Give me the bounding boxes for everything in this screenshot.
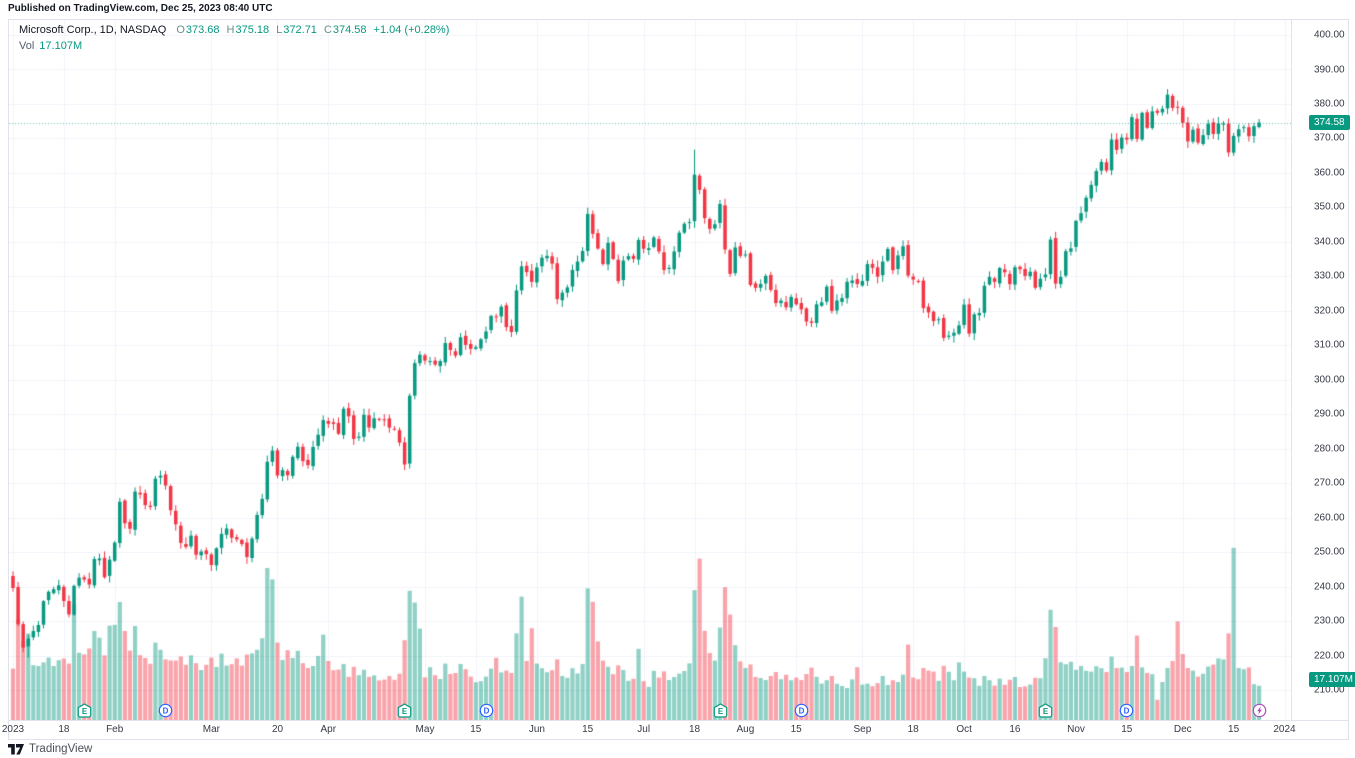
- svg-text:E: E: [82, 707, 88, 716]
- earnings-marker-icon[interactable]: E: [77, 703, 92, 718]
- price-axis-label: 250.00: [1314, 546, 1345, 558]
- price-axis-label: 400.00: [1314, 29, 1345, 41]
- earnings-marker-icon[interactable]: E: [397, 703, 412, 718]
- symbol-title: Microsoft Corp., 1D, NASDAQ: [19, 24, 167, 36]
- price-axis-label: 270.00: [1314, 477, 1345, 489]
- tradingview-brand[interactable]: TradingView: [8, 743, 92, 755]
- change-value: +1.04 (+0.28%): [373, 24, 450, 36]
- price-axis-label: 260.00: [1314, 512, 1345, 524]
- price-axis-label: 290.00: [1314, 408, 1345, 420]
- published-line: Published on TradingView.com, Dec 25, 20…: [8, 3, 273, 14]
- dividend-marker-icon[interactable]: D: [479, 703, 494, 718]
- price-axis-label: 240.00: [1314, 581, 1345, 593]
- ohlc-high: H375.18: [226, 24, 270, 36]
- volume-value: 17.107M: [39, 40, 83, 52]
- svg-text:D: D: [1124, 707, 1130, 716]
- time-axis-label: Apr: [320, 724, 337, 735]
- time-axis-label: 15: [1121, 724, 1133, 735]
- price-axis-label: 310.00: [1314, 339, 1345, 351]
- ohlc-low: L372.71: [276, 24, 317, 36]
- price-axis[interactable]: 374.58 17.107M 400.00 390.00 380.00 370.00 3…: [1291, 20, 1355, 720]
- price-axis-label: 220.00: [1314, 650, 1345, 661]
- price-axis-label: 380.00: [1314, 98, 1345, 110]
- chart-header: Microsoft Corp., 1D, NASDAQ O373.68 H375.1…: [19, 24, 449, 52]
- brand-name: TradingView: [29, 743, 93, 755]
- time-axis-label: 15: [470, 724, 482, 735]
- price-axis-label: 340.00: [1314, 236, 1345, 248]
- plot-area: E D E D E D E D Microsoft Corp., 1D, NASDAQ O373…: [9, 20, 1291, 720]
- svg-text:D: D: [798, 707, 804, 716]
- time-axis-label: Mar: [202, 724, 221, 735]
- svg-text:E: E: [402, 707, 408, 716]
- ohlc-close: C374.58: [323, 24, 367, 36]
- time-axis-label: Sep: [853, 724, 872, 735]
- price-axis-label: 330.00: [1314, 270, 1345, 282]
- price-chart-canvas[interactable]: [9, 20, 1291, 720]
- time-axis[interactable]: 2023 18 Feb Mar 20 Apr May 15 Jun 15 Jul 18 Aug 15 Sep…: [2, 720, 1348, 739]
- time-axis-label: Jun: [528, 724, 545, 735]
- time-axis-label: 16: [1009, 724, 1021, 735]
- price-axis-label: 280.00: [1314, 443, 1345, 455]
- time-axis-label: Nov: [1067, 724, 1085, 735]
- chart-widget: E D E D E D E D Microsoft Corp., 1D, NASDAQ O373…: [2, 19, 1355, 740]
- time-axis-label: 20: [271, 724, 284, 735]
- earnings-marker-icon[interactable]: E: [1038, 703, 1053, 718]
- price-axis-label: 390.00: [1314, 64, 1345, 75]
- time-axis-label: 15: [790, 724, 802, 735]
- earnings-marker-icon[interactable]: E: [713, 703, 728, 718]
- svg-text:E: E: [1043, 707, 1049, 716]
- time-axis-label: 18: [58, 724, 70, 735]
- price-axis-label: 300.00: [1314, 374, 1345, 386]
- time-axis-label: Feb: [106, 724, 124, 735]
- dividend-marker-icon[interactable]: D: [794, 703, 809, 718]
- time-axis-label: 18: [688, 724, 701, 735]
- price-axis-label: 320.00: [1314, 305, 1345, 317]
- time-axis-label: Jul: [637, 724, 651, 735]
- volume-label: Vol: [19, 40, 35, 52]
- price-axis-label: 230.00: [1314, 615, 1345, 627]
- last-volume-badge: 17.107M: [1309, 672, 1355, 688]
- time-axis-label: May: [415, 724, 435, 735]
- ohlc-open: O373.68: [176, 24, 220, 36]
- svg-text:E: E: [717, 707, 723, 716]
- time-axis-label: 2024: [1273, 724, 1296, 735]
- time-axis-label: 18: [907, 724, 919, 735]
- time-axis-label: 15: [582, 724, 594, 735]
- price-axis-label: 350.00: [1314, 201, 1345, 213]
- time-axis-label: 2023: [1, 724, 25, 735]
- time-axis-label: Oct: [956, 724, 972, 735]
- time-axis-label: 15: [1228, 724, 1240, 735]
- dividend-marker-icon[interactable]: D: [1119, 703, 1134, 718]
- flash-marker-icon[interactable]: [1252, 703, 1267, 718]
- price-axis-label: 210.00: [1314, 684, 1345, 696]
- price-axis-label: 370.00: [1314, 132, 1345, 144]
- time-axis-label: Dec: [1173, 724, 1192, 735]
- price-axis-label: 360.00: [1314, 167, 1345, 179]
- last-price-badge: 374.58: [1309, 115, 1350, 131]
- svg-text:D: D: [163, 707, 169, 716]
- dividend-marker-icon[interactable]: D: [158, 703, 173, 718]
- time-axis-label: Aug: [736, 724, 755, 735]
- tradingview-logo-icon: [8, 743, 24, 754]
- svg-text:D: D: [483, 707, 489, 716]
